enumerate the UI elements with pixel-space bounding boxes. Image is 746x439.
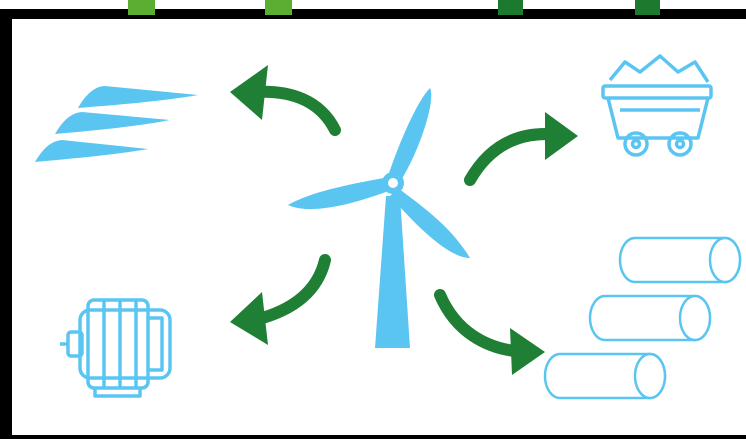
illustration [0, 0, 746, 439]
